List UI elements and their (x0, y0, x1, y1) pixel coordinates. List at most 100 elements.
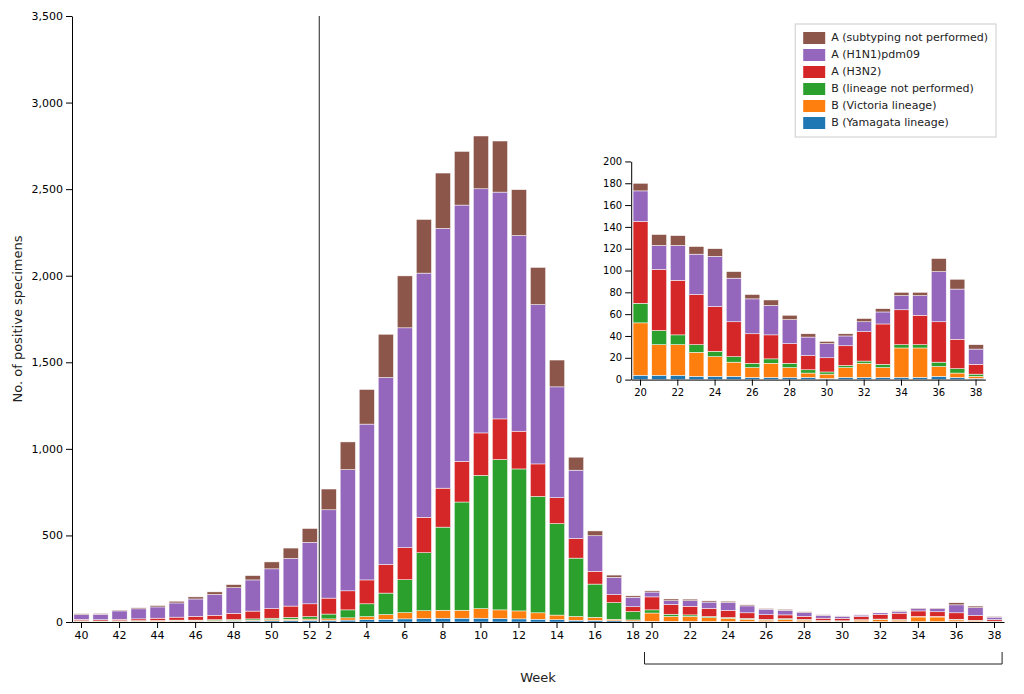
tick-mark (842, 622, 843, 628)
bar (931, 322, 946, 362)
bar (764, 363, 779, 377)
tick-mark (938, 380, 939, 386)
bar (74, 620, 89, 621)
x-tick-label: 38 (970, 387, 983, 398)
bar (894, 292, 909, 295)
bar (726, 376, 741, 379)
y-tick: 160 (603, 200, 631, 211)
bar (112, 610, 127, 612)
tick-mark (625, 336, 631, 337)
bar (745, 334, 760, 363)
bar (857, 332, 872, 361)
bar (931, 376, 946, 379)
tick-mark (625, 205, 631, 206)
bar (949, 603, 964, 605)
bar (930, 617, 945, 622)
x-tick: 38 (970, 380, 983, 398)
bar (606, 595, 621, 603)
tick-mark (625, 271, 631, 272)
y-tick: 1,000 (32, 443, 73, 456)
y-tick-label: 1,000 (32, 443, 64, 456)
x-tick: 36 (932, 380, 945, 398)
bar (931, 272, 946, 322)
y-axis: 020406080100120140160180200 (603, 156, 632, 385)
tick-mark (625, 314, 631, 315)
bar (930, 609, 945, 612)
bar (188, 599, 203, 616)
bar (913, 345, 928, 348)
bar (740, 605, 755, 606)
bar (683, 606, 698, 615)
tick-mark (625, 183, 631, 184)
bar (530, 496, 545, 612)
bar (759, 609, 774, 615)
bar (283, 606, 298, 617)
tick-mark (804, 622, 805, 628)
x-axis: 4042444648505224681012141618202224262830… (73, 622, 1005, 642)
y-tick: 1,500 (32, 356, 73, 369)
bar (726, 322, 741, 357)
bar (913, 296, 928, 316)
bar (894, 348, 909, 377)
x-axis: 20222426283032343638 (632, 380, 986, 398)
tick-mark (976, 380, 977, 386)
bar (838, 336, 853, 346)
bar (835, 619, 850, 621)
x-tick: 8 (439, 622, 446, 642)
bar (492, 192, 507, 419)
bar (931, 259, 946, 272)
bar (764, 300, 779, 305)
bar (875, 324, 890, 364)
bar (606, 577, 621, 594)
x-tick: 46 (189, 622, 203, 642)
bar (112, 621, 127, 622)
tick-mark (728, 622, 729, 628)
bar (745, 368, 760, 378)
bar (606, 575, 621, 577)
bar (801, 334, 816, 337)
bar (587, 584, 602, 617)
bar (150, 618, 165, 620)
x-tick-label: 32 (858, 387, 871, 398)
tick-mark (119, 622, 120, 628)
bar (689, 352, 704, 376)
x-tick: 24 (709, 380, 722, 398)
bar-series (633, 191, 983, 364)
inset-plot: 2022242628303234363802040608010012014016… (603, 156, 986, 398)
bar (764, 305, 779, 334)
y-axis-title: No. of positive specimens (10, 235, 25, 402)
tick-mark (625, 249, 631, 250)
axis-line (73, 622, 1005, 623)
bar (969, 349, 984, 364)
bar (74, 615, 89, 620)
bar (74, 621, 89, 622)
bar (226, 588, 241, 614)
bar (549, 498, 564, 524)
bar (150, 606, 165, 607)
legend-label: B (Yamagata lineage) (831, 116, 949, 129)
bar (838, 377, 853, 379)
x-tick-label: 20 (634, 387, 647, 398)
bar (664, 605, 679, 615)
x-tick-label: 44 (151, 629, 165, 642)
bar (397, 276, 412, 328)
bar (930, 612, 945, 617)
bar (987, 616, 1002, 618)
bar (930, 608, 945, 610)
tick-mark (752, 380, 753, 386)
bar (670, 345, 685, 376)
bar (950, 377, 965, 379)
x-tick: 30 (835, 622, 849, 642)
bar (819, 358, 834, 372)
bar (93, 620, 108, 621)
legend-swatch (803, 100, 825, 112)
x-tick: 26 (759, 622, 773, 642)
x-tick-label: 34 (895, 387, 908, 398)
bar (652, 375, 667, 379)
tick-mark (690, 622, 691, 628)
bar (778, 610, 793, 615)
x-tick: 24 (721, 622, 735, 642)
bar (894, 345, 909, 348)
x-tick-label: 16 (588, 629, 602, 642)
tick-mark (625, 227, 631, 228)
